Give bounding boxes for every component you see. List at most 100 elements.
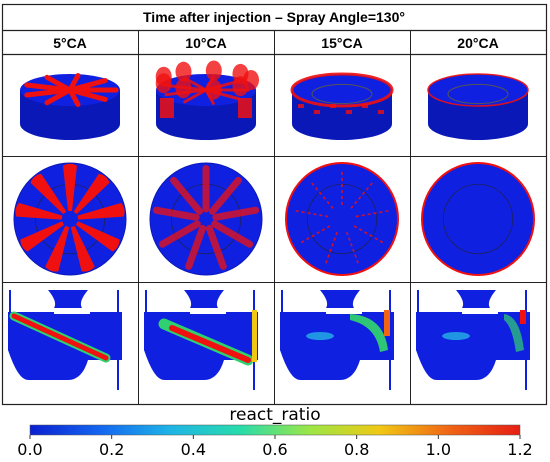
rim-film [427, 73, 529, 107]
cross-section-view [416, 290, 530, 390]
piston-disc [421, 162, 535, 276]
section-domain [416, 312, 530, 380]
wall-film [160, 98, 174, 118]
combustion-gap [190, 308, 226, 314]
colorbar [29, 424, 521, 436]
colorbar-tick-label: 0.8 [344, 440, 369, 459]
isometric-view [427, 73, 529, 140]
colorbar-tick-label: 0.0 [17, 440, 42, 459]
cylinder-top [292, 74, 392, 106]
cylinder-top [428, 74, 528, 106]
spray-plume [45, 225, 70, 272]
cylinder-bottom [428, 108, 528, 140]
spray-plume [63, 163, 77, 211]
cross-section-view [8, 290, 122, 390]
spray-droplets [346, 110, 352, 114]
top-view [285, 162, 399, 276]
spray-plume [211, 220, 254, 248]
spray-plume [24, 82, 73, 93]
combustion-gap [326, 308, 362, 314]
wall-film [252, 310, 257, 362]
spray-plume [44, 74, 73, 93]
isometric-view [155, 60, 259, 140]
spray-plume [70, 225, 95, 272]
spray-plume [75, 221, 120, 252]
combustion-gap [462, 308, 498, 314]
cylinder-bottom [20, 108, 120, 140]
spray-plume [170, 176, 204, 215]
column-1-panels [144, 60, 263, 390]
injector-nozzle [456, 290, 496, 308]
colorbar-tick-label: 0.4 [181, 440, 206, 459]
spray-plume [164, 88, 208, 97]
isometric-view [20, 73, 120, 140]
mixing-zone [504, 314, 524, 352]
bowl-edge [311, 83, 373, 105]
injector-nozzle [184, 290, 224, 308]
rim-film [290, 72, 394, 108]
spray-plume [73, 173, 110, 215]
spray-plume [30, 173, 67, 215]
vapor-pocket [306, 332, 334, 340]
spray-plume [212, 206, 260, 221]
colorbar-tick-label: 1.2 [507, 440, 532, 459]
section-domain [280, 312, 394, 380]
column-header-5ca: 5°CA [53, 35, 87, 51]
spray-plume [164, 83, 208, 92]
spray-plume [77, 202, 125, 220]
column-0-panels [8, 73, 127, 390]
cross-section-view [144, 290, 258, 390]
spray-droplets [314, 110, 320, 114]
spray-splash [205, 60, 222, 81]
column-header-10ca: 10°CA [185, 35, 226, 51]
spray-plume [152, 206, 200, 221]
spray-droplets [362, 104, 368, 108]
figure-title: Time after injection – Spray Angle=130° [143, 9, 405, 25]
cross-section-view [280, 290, 394, 390]
column-header-15ca: 15°CA [321, 35, 362, 51]
colorbar-tick-label: 0.2 [99, 440, 124, 459]
colorbar-tick-label: 0.6 [262, 440, 287, 459]
isometric-view [290, 72, 394, 140]
colorbar-tick-label: 1.0 [426, 440, 451, 459]
vapor-pocket [442, 332, 470, 340]
spray-plume [208, 176, 242, 215]
piston-disc [285, 162, 399, 276]
cylinder-bottom [156, 108, 256, 140]
spray-plume [67, 78, 108, 93]
cylinder-bottom [292, 108, 392, 140]
spray-plume [20, 221, 65, 252]
combustion-gap [54, 308, 90, 314]
injector-nozzle [48, 290, 88, 308]
injector-nozzle [320, 290, 360, 308]
spray-splash [155, 66, 172, 87]
spray-plume [158, 220, 201, 248]
colorbar-title: react_ratio [229, 405, 320, 425]
spray-plume [204, 79, 241, 92]
spray-core [169, 325, 251, 363]
column-header-20ca: 20°CA [457, 35, 498, 51]
top-view [421, 162, 535, 276]
spray-plume [205, 224, 227, 270]
top-view [13, 162, 127, 276]
spray-droplets [330, 104, 336, 108]
mixing-zone [350, 314, 388, 352]
spray-droplets [298, 104, 304, 108]
spray-plume [15, 202, 63, 220]
wall-film [520, 310, 526, 324]
wall-film [238, 98, 252, 118]
spray-splash [232, 63, 249, 84]
bowl-outline [442, 183, 514, 255]
bowl-edge [447, 83, 509, 105]
colorbar-ticks: 0.0 0.2 0.4 0.6 0.8 1.0 1.2 [17, 435, 533, 459]
spray-plume [183, 88, 208, 104]
column-3-panels [416, 73, 535, 390]
spray-core [11, 313, 109, 361]
column-2-panels [280, 72, 399, 390]
spray-plume [185, 224, 207, 270]
spray-plume [67, 87, 108, 102]
top-view [149, 162, 263, 276]
wall-film [384, 310, 390, 336]
spray-plume [67, 87, 81, 107]
